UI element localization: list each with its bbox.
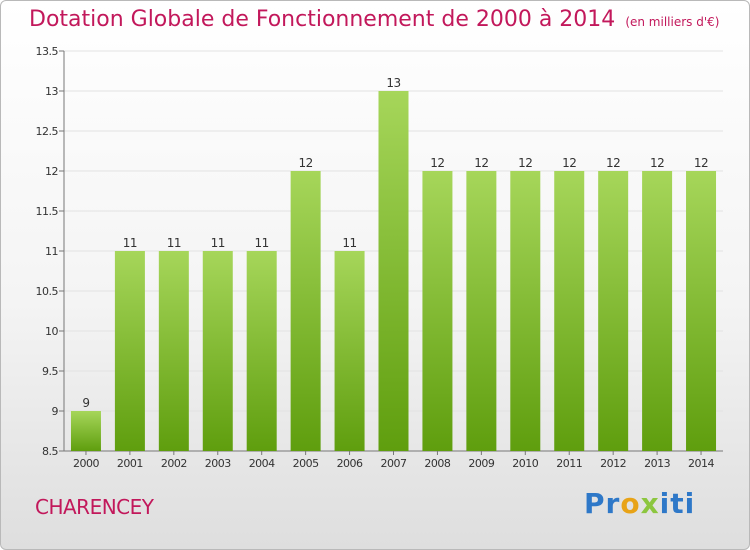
x-tick-label-2003: 2003 (205, 457, 231, 470)
x-tick-label-2013: 2013 (644, 457, 670, 470)
proxiti-logo[interactable]: Proxiti (584, 487, 695, 520)
chart-unit: (en milliers d'€) (625, 15, 720, 29)
bar-2002 (158, 251, 189, 451)
data-label-2009: 12 (474, 156, 488, 170)
data-label-2004: 11 (255, 236, 269, 250)
y-tick-label: 13 (45, 85, 58, 98)
y-tick-label: 9 (52, 405, 59, 418)
y-tick-label: 10 (45, 325, 58, 338)
bar-2012 (598, 171, 629, 451)
bar-2006 (334, 251, 365, 451)
data-label-2008: 12 (430, 156, 444, 170)
y-tick-label: 11.5 (36, 205, 59, 218)
bar-2011 (554, 171, 585, 451)
x-tick-label-2009: 2009 (468, 457, 494, 470)
logo-part-pr: Pr (584, 487, 621, 520)
x-tick-label-2011: 2011 (556, 457, 582, 470)
bar-2008 (422, 171, 453, 451)
data-label-2014: 12 (694, 156, 708, 170)
bar-2010 (510, 171, 541, 451)
data-label-2002: 11 (167, 236, 181, 250)
x-tick-label-2007: 2007 (381, 457, 407, 470)
x-tick-label-2008: 2008 (424, 457, 450, 470)
logo-part-iti: iti (659, 487, 696, 520)
x-tick-label-2012: 2012 (600, 457, 626, 470)
data-label-2005: 12 (298, 156, 312, 170)
x-tick-label-2014: 2014 (688, 457, 714, 470)
x-tick-label-2010: 2010 (512, 457, 538, 470)
bar-2000 (70, 411, 101, 451)
data-label-2013: 12 (650, 156, 664, 170)
y-tick-label: 12 (45, 165, 58, 178)
y-tick-label: 10.5 (36, 285, 59, 298)
chart-title-text: Dotation Globale de Fonctionnement de 20… (29, 7, 616, 32)
bar-2013 (642, 171, 673, 451)
y-tick-label: 9.5 (42, 365, 58, 378)
bar-2009 (466, 171, 497, 451)
y-tick-label: 13.5 (36, 45, 59, 58)
y-tick-labels: 8.5 9 9.5 10 10.5 11 11.5 12 12.5 13 13.5 (36, 45, 64, 458)
bar-2007 (378, 91, 409, 451)
bar-2014 (686, 171, 717, 451)
bar-2003 (202, 251, 233, 451)
data-label-2001: 11 (123, 236, 137, 250)
data-label-2012: 12 (606, 156, 620, 170)
commune-name: CHARENCEY (35, 495, 154, 519)
logo-part-o: o (620, 487, 641, 520)
x-tick-labels: 2000 2001 2002 2003 2004 2005 2006 2007 2008 2009… (73, 451, 715, 470)
logo-part-x: x (640, 487, 660, 520)
data-label-2000: 9 (82, 396, 89, 410)
data-labels: 9 11 11 11 11 12 11 13 12 12 12 12 12 12 12 (82, 76, 708, 410)
data-label-2003: 11 (211, 236, 225, 250)
x-tick-label-2006: 2006 (337, 457, 363, 470)
x-tick-label-2000: 2000 (73, 457, 99, 470)
bar-2001 (114, 251, 145, 451)
x-tick-label-2002: 2002 (161, 457, 187, 470)
bar-2005 (290, 171, 321, 451)
y-tick-label: 8.5 (42, 445, 58, 458)
x-tick-label-2004: 2004 (249, 457, 275, 470)
data-label-2006: 11 (342, 236, 356, 250)
x-tick-label-2005: 2005 (293, 457, 319, 470)
bar-2004 (246, 251, 277, 451)
data-label-2011: 12 (562, 156, 576, 170)
bars (70, 91, 717, 451)
data-label-2010: 12 (518, 156, 532, 170)
data-label-2007: 13 (386, 76, 400, 90)
y-tick-label: 12.5 (36, 125, 59, 138)
chart-title: Dotation Globale de Fonctionnement de 20… (29, 7, 719, 32)
y-tick-label: 11 (45, 245, 58, 258)
x-tick-label-2001: 2001 (117, 457, 143, 470)
